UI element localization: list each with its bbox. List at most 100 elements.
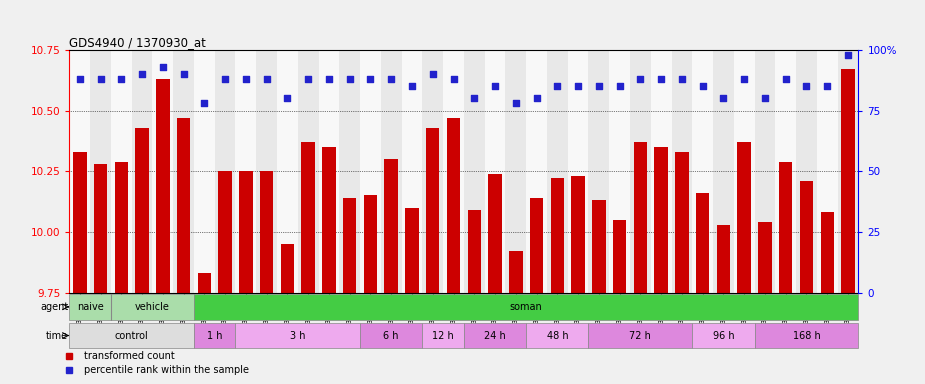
Bar bbox=[260, 171, 274, 293]
Bar bbox=[93, 164, 107, 293]
Point bbox=[487, 83, 502, 89]
Bar bbox=[443, 50, 464, 293]
Bar bbox=[423, 50, 443, 293]
Bar bbox=[717, 225, 730, 293]
Bar bbox=[131, 50, 153, 293]
Bar bbox=[318, 50, 339, 293]
Bar bbox=[111, 50, 131, 293]
Text: percentile rank within the sample: percentile rank within the sample bbox=[83, 365, 249, 375]
Bar bbox=[675, 152, 688, 293]
Text: soman: soman bbox=[510, 302, 543, 312]
Bar bbox=[568, 50, 588, 293]
Bar bbox=[385, 159, 398, 293]
Bar bbox=[758, 222, 771, 293]
Bar bbox=[69, 323, 194, 348]
Bar bbox=[488, 174, 501, 293]
Bar bbox=[613, 220, 626, 293]
Bar bbox=[90, 50, 111, 293]
Point bbox=[342, 76, 357, 82]
Bar bbox=[464, 50, 485, 293]
Bar bbox=[423, 323, 464, 348]
Bar bbox=[360, 50, 381, 293]
Point bbox=[135, 71, 150, 77]
Bar bbox=[505, 50, 526, 293]
Bar bbox=[734, 50, 755, 293]
Bar bbox=[236, 323, 360, 348]
Bar bbox=[817, 50, 838, 293]
Bar bbox=[530, 198, 543, 293]
Text: 24 h: 24 h bbox=[484, 331, 506, 341]
Point bbox=[363, 76, 377, 82]
Bar bbox=[572, 176, 585, 293]
Point bbox=[259, 76, 274, 82]
Text: transformed count: transformed count bbox=[83, 351, 174, 361]
Bar bbox=[692, 323, 755, 348]
Text: 3 h: 3 h bbox=[290, 331, 305, 341]
Bar bbox=[464, 323, 526, 348]
Bar bbox=[135, 127, 149, 293]
Point bbox=[322, 76, 337, 82]
Point bbox=[384, 76, 399, 82]
Bar bbox=[381, 50, 401, 293]
Bar bbox=[696, 193, 709, 293]
Bar bbox=[800, 181, 813, 293]
Bar bbox=[177, 118, 191, 293]
Point bbox=[446, 76, 461, 82]
Bar bbox=[115, 162, 128, 293]
Bar bbox=[194, 323, 236, 348]
Bar bbox=[630, 50, 651, 293]
Bar bbox=[322, 147, 336, 293]
Bar bbox=[588, 50, 610, 293]
Bar bbox=[401, 50, 423, 293]
Bar bbox=[672, 50, 692, 293]
Point bbox=[716, 95, 731, 101]
Bar bbox=[111, 294, 194, 320]
Bar bbox=[302, 142, 314, 293]
Point bbox=[550, 83, 565, 89]
Text: agent: agent bbox=[40, 302, 68, 312]
Bar bbox=[654, 147, 668, 293]
Text: 168 h: 168 h bbox=[793, 331, 820, 341]
Point bbox=[778, 76, 793, 82]
Point bbox=[841, 52, 856, 58]
Bar bbox=[405, 208, 419, 293]
Bar bbox=[841, 70, 855, 293]
Text: GDS4940 / 1370930_at: GDS4940 / 1370930_at bbox=[69, 36, 206, 49]
Bar bbox=[775, 50, 796, 293]
Point bbox=[467, 95, 482, 101]
Bar bbox=[737, 142, 751, 293]
Point bbox=[280, 95, 295, 101]
Bar bbox=[173, 50, 194, 293]
Point bbox=[612, 83, 627, 89]
Point bbox=[93, 76, 108, 82]
Text: vehicle: vehicle bbox=[135, 302, 170, 312]
Point bbox=[155, 64, 170, 70]
Point bbox=[197, 100, 212, 106]
Point bbox=[239, 76, 253, 82]
Bar bbox=[592, 200, 606, 293]
Bar bbox=[153, 50, 173, 293]
Bar bbox=[588, 323, 692, 348]
Bar bbox=[218, 171, 232, 293]
Bar bbox=[198, 273, 211, 293]
Text: 1 h: 1 h bbox=[207, 331, 223, 341]
Bar bbox=[755, 50, 775, 293]
Bar bbox=[215, 50, 236, 293]
Point bbox=[674, 76, 689, 82]
Bar bbox=[156, 79, 169, 293]
Point bbox=[529, 95, 544, 101]
Point bbox=[72, 76, 87, 82]
Point bbox=[737, 76, 752, 82]
Bar bbox=[343, 198, 356, 293]
Bar bbox=[526, 50, 547, 293]
Bar bbox=[820, 212, 834, 293]
Bar bbox=[610, 50, 630, 293]
Bar bbox=[194, 50, 215, 293]
Bar bbox=[547, 50, 568, 293]
Bar bbox=[796, 50, 817, 293]
Bar bbox=[713, 50, 734, 293]
Bar bbox=[69, 294, 111, 320]
Point bbox=[633, 76, 648, 82]
Text: control: control bbox=[115, 331, 149, 341]
Bar bbox=[339, 50, 360, 293]
